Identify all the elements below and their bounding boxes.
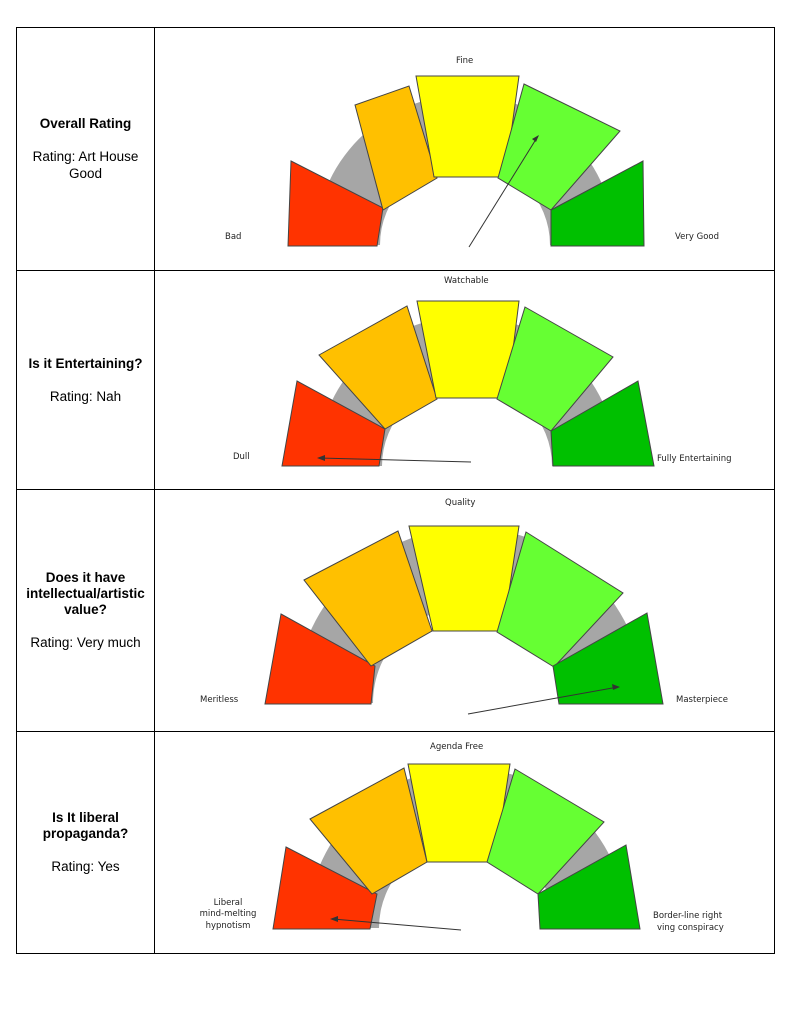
gauge-segment-red: [287, 160, 384, 247]
question-title: Does it have intellectual/artistic value…: [26, 570, 145, 617]
gauge-cell: Agenda Free Liberal mind-melting hypnoti…: [155, 732, 774, 953]
gauge-label-left-line2: mind-melting: [200, 909, 257, 919]
gauge-pointer-head: [612, 684, 620, 690]
gauge-pointer-head: [317, 455, 325, 461]
gauge-pointer: [468, 135, 539, 248]
rating-text: Rating: Art House Good: [32, 149, 139, 181]
gauge-label-right: Fully Entertaining: [657, 454, 732, 464]
gauge-segment-orange: [318, 305, 438, 430]
question-cell: Is It liberal propaganda? Rating: Yes: [17, 732, 155, 953]
gauge-pointer-head: [532, 135, 539, 142]
gauge-label-right-line2: ving conspiracy: [657, 923, 724, 933]
rating-text: Rating: Yes: [51, 859, 120, 874]
question-cell: Does it have intellectual/artistic value…: [17, 490, 155, 731]
gauge: Watchable Dull Fully Entertaining: [233, 276, 732, 467]
gauge-label-left-line1: Liberal: [214, 898, 243, 908]
gauge-segment-red: [272, 846, 378, 930]
rating-table: Overall Rating Rating: Art House Good Fi…: [16, 27, 775, 954]
gauge-label-top: Quality: [445, 498, 475, 508]
gauge-label-left-line3: hypnotism: [206, 921, 251, 931]
gauge-pointer: [467, 686, 619, 715]
gauge-segment-red: [264, 613, 376, 705]
question-title: Is it Entertaining?: [28, 355, 143, 371]
gauge-segment-dark-green: [552, 612, 664, 705]
gauge-segment-dark-green: [537, 844, 641, 930]
gauge-cell: Quality Meritless Masterpiece: [155, 490, 774, 731]
rating-text: Rating: Very much: [30, 635, 141, 650]
gauge-label-top: Watchable: [444, 276, 489, 286]
gauge-pointer-head: [330, 916, 338, 922]
gauge-segment-dark-green: [550, 380, 655, 467]
gauge-label-right: Masterpiece: [676, 695, 728, 705]
gauge: Agenda Free Liberal mind-melting hypnoti…: [200, 742, 724, 933]
gauge-label-top: Fine: [456, 56, 473, 66]
question-cell: Is it Entertaining? Rating: Nah: [17, 271, 155, 489]
gauge-pointer: [332, 918, 462, 931]
gauge-label-top: Agenda Free: [430, 742, 483, 752]
gauge-cell: Watchable Dull Fully Entertaining: [155, 271, 774, 489]
rating-row-entertaining: Is it Entertaining? Rating: Nah Watchabl…: [17, 271, 774, 490]
rating-row-overall: Overall Rating Rating: Art House Good Fi…: [17, 28, 774, 271]
gauge-cell: Fine Bad Very Good: [155, 28, 774, 270]
gauge-label-left: Dull: [233, 452, 250, 462]
rating-row-artistic: Does it have intellectual/artistic value…: [17, 490, 774, 732]
gauge-label-left: Meritless: [200, 695, 239, 705]
gauge-segment-dark-green: [550, 160, 645, 247]
question-title: Is It liberal propaganda?: [42, 810, 129, 841]
gauge-pointer: [318, 457, 472, 463]
gauge: Quality Meritless Masterpiece: [200, 498, 728, 715]
gauge-segment-red: [281, 380, 386, 467]
gauge-segment-orange: [354, 85, 438, 211]
gauge-segment-orange: [303, 530, 433, 667]
question-title: Overall Rating: [39, 116, 132, 131]
question-cell: Overall Rating Rating: Art House Good: [17, 28, 155, 270]
gauge-label-right: Very Good: [675, 232, 719, 242]
rating-row-propaganda: Is It liberal propaganda? Rating: Yes Ag…: [17, 732, 774, 953]
gauge: Fine Bad Very Good: [225, 56, 719, 248]
rating-text: Rating: Nah: [49, 388, 122, 404]
gauge-label-left: Bad: [225, 232, 241, 242]
gauge-label-right-line1: Border-line right: [653, 911, 723, 921]
